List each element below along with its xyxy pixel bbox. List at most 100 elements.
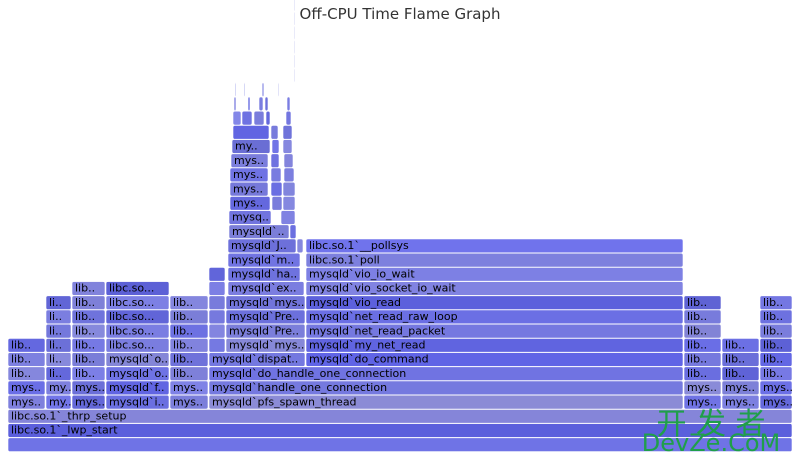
frame-rect[interactable]	[225, 295, 306, 310]
frame-rect[interactable]	[7, 366, 46, 381]
frame[interactable]: lib..	[683, 295, 722, 310]
frame[interactable]: lib..	[759, 295, 793, 310]
frame[interactable]: mys..	[169, 394, 209, 410]
frame[interactable]: lib..	[721, 352, 760, 367]
frame[interactable]: lib..	[683, 352, 722, 367]
frame[interactable]	[265, 110, 271, 126]
frame[interactable]	[289, 224, 297, 239]
frame[interactable]: mysqld`ha..	[227, 267, 301, 282]
frame[interactable]	[283, 167, 295, 183]
frame-rect[interactable]	[283, 153, 294, 168]
frame-rect[interactable]	[105, 366, 170, 381]
frame-rect[interactable]	[683, 295, 722, 310]
frame[interactable]	[270, 153, 280, 168]
frame[interactable]: libc.so...	[105, 338, 170, 353]
frame[interactable]	[283, 153, 294, 168]
frame[interactable]: mysqld`Pre..	[225, 309, 306, 325]
frame[interactable]: mysqld`mys..	[225, 295, 306, 310]
frame[interactable]: lib..	[7, 338, 46, 353]
frame-rect[interactable]	[247, 96, 251, 112]
frame[interactable]: li..	[45, 309, 72, 325]
frame-rect[interactable]	[45, 380, 72, 396]
frame-rect[interactable]	[45, 352, 72, 367]
frame-rect[interactable]	[225, 309, 306, 325]
frame[interactable]: mysqld`do_handle_one_connection	[208, 366, 684, 381]
frame[interactable]: lib..	[71, 295, 106, 310]
frame[interactable]: mysqld`ex..	[227, 281, 305, 296]
frame-rect[interactable]	[270, 181, 283, 197]
frame[interactable]: mysqld`do_command	[305, 352, 684, 367]
frame-rect[interactable]	[282, 196, 296, 211]
frame-rect[interactable]	[305, 352, 684, 367]
frame-rect[interactable]	[225, 338, 306, 353]
frame-rect[interactable]	[683, 366, 722, 381]
frame-rect[interactable]	[270, 153, 280, 168]
frame[interactable]: lib..	[169, 338, 209, 353]
frame-rect[interactable]	[721, 366, 760, 381]
frame[interactable]: lib..	[71, 281, 106, 296]
frame[interactable]	[293, 25, 296, 41]
frame-rect[interactable]	[759, 394, 793, 410]
frame-rect[interactable]	[227, 238, 297, 254]
frame-rect[interactable]	[293, 11, 296, 26]
frame-rect[interactable]	[721, 394, 760, 410]
frame[interactable]: lib..	[683, 366, 722, 381]
frame[interactable]	[271, 196, 283, 211]
frame-rect[interactable]	[7, 352, 46, 367]
frame-rect[interactable]	[759, 309, 793, 325]
frame[interactable]: mysqld`vio_io_wait	[305, 267, 684, 282]
frame-rect[interactable]	[105, 281, 170, 296]
frame[interactable]: mysqld`mys..	[225, 338, 306, 353]
frame[interactable]: mys..	[7, 394, 46, 410]
frame-rect[interactable]	[293, 68, 296, 83]
frame[interactable]: mys..	[683, 380, 722, 396]
frame[interactable]: lib..	[71, 352, 106, 367]
frame[interactable]: mysqld`..	[228, 224, 290, 239]
frame[interactable]	[208, 309, 226, 325]
frame-rect[interactable]	[683, 352, 722, 367]
frame[interactable]	[232, 125, 270, 140]
frame-rect[interactable]	[169, 380, 209, 396]
frame[interactable]: mys..	[71, 394, 106, 410]
frame-rect[interactable]	[7, 437, 793, 452]
frame[interactable]	[247, 96, 251, 112]
frame-rect[interactable]	[265, 110, 271, 126]
frame-rect[interactable]	[71, 394, 106, 410]
frame[interactable]: mysqld`o..	[105, 352, 170, 367]
frame-rect[interactable]	[71, 295, 106, 310]
frame[interactable]: my..	[231, 139, 271, 154]
frame-rect[interactable]	[261, 82, 265, 97]
frame[interactable]	[7, 437, 793, 452]
frame[interactable]: li..	[45, 338, 72, 353]
frame-rect[interactable]	[721, 338, 760, 353]
frame[interactable]: libc.so...	[105, 295, 170, 310]
frame[interactable]: lib..	[759, 352, 793, 367]
frame-rect[interactable]	[231, 139, 271, 154]
frame-rect[interactable]	[45, 309, 72, 325]
frame[interactable]: libc.so...	[105, 323, 170, 339]
frame[interactable]	[271, 139, 280, 154]
frame[interactable]	[282, 196, 296, 211]
frame[interactable]: li..	[45, 352, 72, 367]
frame-rect[interactable]	[253, 110, 265, 126]
frame-rect[interactable]	[228, 224, 290, 239]
frame-rect[interactable]	[683, 323, 722, 339]
frame[interactable]	[233, 96, 237, 112]
frame[interactable]: lib..	[759, 323, 793, 339]
frame[interactable]	[270, 167, 282, 183]
frame-rect[interactable]	[296, 238, 304, 254]
frame-rect[interactable]	[759, 323, 793, 339]
frame-rect[interactable]	[232, 110, 242, 126]
frame[interactable]: lib..	[169, 323, 209, 339]
frame[interactable]	[282, 125, 293, 140]
frame-rect[interactable]	[271, 196, 283, 211]
frame-rect[interactable]	[105, 323, 170, 339]
frame-rect[interactable]	[759, 380, 793, 396]
frame-rect[interactable]	[71, 380, 106, 396]
frame-rect[interactable]	[227, 267, 301, 282]
frame-rect[interactable]	[293, 25, 296, 41]
frame-rect[interactable]	[305, 267, 684, 282]
frame-rect[interactable]	[208, 281, 226, 296]
frame[interactable]: mysqld`pfs_spawn_thread	[208, 394, 684, 410]
frame[interactable]	[208, 323, 226, 339]
